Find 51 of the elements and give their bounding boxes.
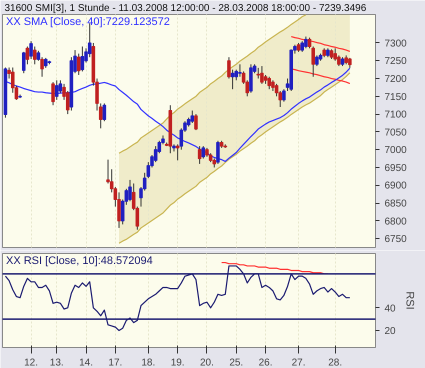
y-tick-label: 6800 <box>384 216 408 228</box>
y-tick-label: 20 <box>384 326 396 338</box>
y-tick-label: 6750 <box>384 234 408 246</box>
candlestick <box>249 64 253 94</box>
y-axis-title: RSI <box>404 291 416 310</box>
line-series <box>290 36 350 52</box>
candlestick <box>260 66 264 84</box>
x-tick-label: 27. <box>292 358 306 368</box>
x-tick-label: 20. <box>200 358 214 368</box>
x-tick-label: 19. <box>170 358 185 368</box>
x-tick-label: 28. <box>328 358 342 368</box>
x-tick-label: 25. <box>229 358 244 368</box>
candlestick <box>230 69 234 90</box>
candlestick <box>44 57 48 68</box>
x-tick-label: 12. <box>24 358 38 368</box>
y-tick-label: 6850 <box>384 198 408 210</box>
x-tick-label: 18. <box>141 358 156 368</box>
candlestick <box>194 114 198 131</box>
candlestick <box>216 140 220 164</box>
y-tick-label: 7100 <box>384 110 408 121</box>
candlestick <box>300 40 304 52</box>
candlestick <box>304 36 308 49</box>
candlestick <box>51 82 55 106</box>
candlestick <box>267 76 272 90</box>
line-series <box>118 72 350 244</box>
candlestick <box>80 46 84 72</box>
candlestick <box>348 57 352 68</box>
candlestick <box>315 54 319 67</box>
y-tick-label: 40 <box>384 303 396 314</box>
line-series <box>4 68 350 162</box>
y-tick-label: 7200 <box>384 74 408 86</box>
candlestick <box>190 110 194 124</box>
y-tick-label: 7050 <box>384 127 408 138</box>
candlestick <box>330 48 334 60</box>
y-tick-label: 7300 <box>384 38 408 50</box>
x-tick-label: 13. <box>50 358 64 368</box>
line-series <box>290 68 350 84</box>
x-tick-label: 14. <box>79 358 93 368</box>
x-tick-label: 17. <box>108 358 122 368</box>
text: XX SMA [Close, 40]:7229.123572 <box>6 16 170 28</box>
y-tick-label: 6950 <box>384 162 408 174</box>
y-tick-label: 7000 <box>384 145 408 156</box>
y-tick-label: 7150 <box>384 92 408 103</box>
candlestick <box>198 146 202 164</box>
x-tick-label: 26. <box>258 358 273 368</box>
chart-title: 31600 SMI[3], 1 Stunde - 11.03.2008 12:00:00 - 28.03.2008 18:00:00 - 7239.3496 <box>4 3 367 14</box>
candlestick <box>256 67 260 80</box>
candlestick <box>54 80 59 100</box>
y-tick-label: 7250 <box>384 56 408 68</box>
series-label: XX RSI [Close, 10]:48.572094 <box>6 255 153 267</box>
y-tick-label: 6900 <box>384 180 408 192</box>
